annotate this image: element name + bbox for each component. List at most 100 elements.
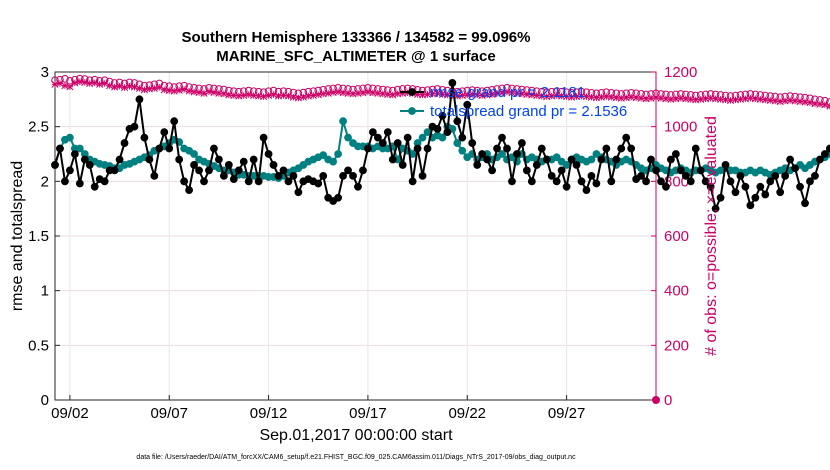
rmse-point [488, 166, 496, 175]
y-axis-left-label: rmse and totalspread [9, 161, 26, 311]
obs-evaluated-point [274, 92, 283, 100]
chart-title: Southern Hemisphere 133366 / 134582 = 99… [182, 29, 531, 46]
obs-evaluated-point [503, 88, 511, 96]
rmse-point [562, 182, 571, 191]
obs-evaluated-point [657, 94, 665, 102]
rmse-point [364, 144, 372, 153]
obs-evaluated-point [543, 93, 551, 101]
rmse-point [806, 177, 814, 186]
totalspread-point [552, 153, 561, 162]
rmse-point [681, 171, 690, 180]
rmse-point [155, 144, 164, 153]
x-axis-label: Sep.01,2017 00:00:00 start [259, 427, 453, 444]
totalspread-point [75, 144, 84, 153]
rmse-point [741, 182, 750, 191]
rmse-point [547, 171, 556, 180]
rmse-point [130, 122, 139, 131]
rmse-point [344, 166, 352, 175]
rmse-point [657, 177, 665, 186]
rmse-point [637, 171, 645, 180]
obs-evaluated-point [463, 91, 471, 99]
rmse-point [498, 133, 506, 142]
obs-possible-point [652, 396, 660, 404]
rmse-point [269, 161, 278, 169]
obs-evaluated-point [826, 102, 830, 110]
rmse-point [120, 139, 129, 147]
rmse-point [314, 179, 323, 188]
rmse-point [776, 188, 785, 197]
rmse-point [478, 150, 487, 158]
obs-evaluated-point [135, 84, 143, 92]
obs-evaluated-point [582, 93, 591, 101]
y-left-tick-label: 0.5 [28, 337, 49, 354]
rmse-point [56, 144, 64, 153]
x-tick-label: 09/22 [448, 405, 486, 422]
obs-evaluated-point [180, 85, 188, 94]
rmse-point [219, 171, 228, 180]
rmse-point [662, 182, 670, 191]
rmse-point [249, 155, 258, 164]
rmse-point [205, 166, 213, 175]
obs-evaluated-point [66, 83, 74, 91]
rmse-point [115, 155, 124, 164]
obs-evaluated-point [379, 90, 387, 98]
series-layer [51, 74, 830, 404]
rmse-point [726, 177, 735, 186]
rmse-point [190, 161, 198, 169]
rmse-point [215, 155, 223, 164]
rmse-point [532, 161, 541, 169]
obs-possible-point [61, 75, 69, 83]
rmse-point [756, 182, 765, 191]
rmse-point [537, 144, 546, 153]
totalspread-point [344, 133, 352, 142]
rmse-point [701, 177, 710, 186]
chart-subtitle: MARINE_SFC_ALTIMETER @ 1 surface [216, 48, 495, 65]
rmse-point [567, 155, 576, 164]
rmse-point [458, 133, 467, 142]
rmse-point [711, 204, 720, 213]
legend: rmse grand pr = 2.1181 totalspread grand … [400, 84, 627, 120]
rmse-point [274, 171, 283, 180]
rmse-point [577, 177, 586, 186]
rmse-point [334, 193, 343, 202]
rmse-point [816, 155, 824, 164]
rmse-point [433, 124, 442, 133]
x-tick-label: 09/12 [250, 405, 288, 422]
rmse-point [786, 155, 795, 164]
rmse-point [597, 155, 606, 164]
rmse-point [453, 117, 462, 126]
legend-entry-label: totalspread grand pr = 2.1536 [430, 103, 627, 120]
y-right-tick-label: 600 [664, 228, 689, 245]
x-tick-label: 09/17 [349, 405, 387, 422]
obs-evaluated-point [677, 94, 685, 102]
rmse-point [150, 171, 159, 180]
rmse-point [448, 79, 457, 87]
y-right-tick-label: 200 [664, 337, 689, 354]
rmse-point [468, 139, 477, 147]
obs-evaluated-point [394, 90, 402, 98]
rmse-point [66, 166, 74, 175]
rmse-point [716, 193, 725, 202]
rmse-point [825, 144, 830, 153]
rmse-point [791, 164, 799, 173]
rmse-point [522, 166, 531, 175]
rmse-point [185, 186, 194, 194]
rmse-point [160, 128, 169, 137]
rmse-point [736, 171, 745, 180]
rmse-point [766, 177, 775, 186]
rmse-point [483, 155, 492, 164]
totalspread-point [498, 150, 506, 158]
rmse-point [368, 128, 377, 137]
rmse-point [642, 177, 650, 186]
rmse-point [229, 175, 238, 184]
rmse-point [572, 161, 581, 169]
obs-evaluated-point [821, 101, 829, 109]
rmse-point [582, 186, 591, 194]
obs-evaluated-point [230, 91, 238, 100]
rmse-point [259, 133, 268, 142]
y-right-tick-label: 1200 [664, 64, 697, 81]
rmse-point [607, 177, 616, 186]
rmse-point [513, 150, 521, 158]
obs-evaluated-point [130, 83, 139, 91]
